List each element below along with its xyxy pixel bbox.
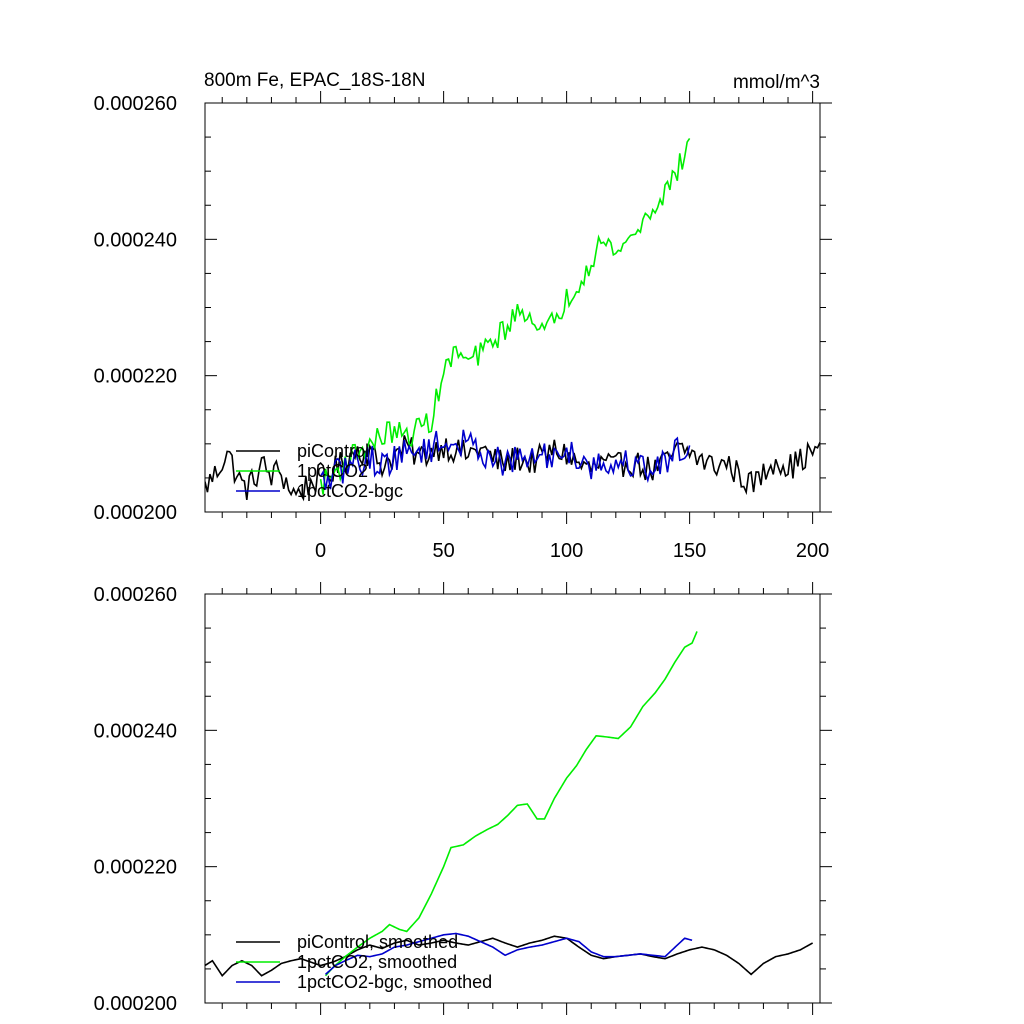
y-tick-label: 0.000240 bbox=[94, 229, 177, 251]
series-line-1pctco2-bgc-smoothed bbox=[325, 932, 693, 975]
y-tick-label: 0.000260 bbox=[94, 584, 177, 606]
legend-label: piControl bbox=[297, 441, 369, 461]
legend-label: piControl, smoothed bbox=[297, 932, 458, 952]
x-tick-label: 200 bbox=[796, 540, 829, 562]
units-label: mmol/m^3 bbox=[733, 72, 820, 93]
y-tick-label: 0.000240 bbox=[94, 720, 177, 742]
panel-bottom: 0.000200 0.000220 0.000240 0.000260 piContro… bbox=[94, 582, 832, 1015]
series-line-picontrol bbox=[205, 435, 820, 502]
legend-label: 1pctCO2 bbox=[297, 461, 368, 481]
x-tick-label: 150 bbox=[673, 540, 706, 562]
y-tick-label: 0.000200 bbox=[94, 993, 177, 1015]
legend-label: 1pctCO2-bgc bbox=[297, 481, 403, 501]
series-line-1pctco2-smoothed bbox=[324, 631, 698, 977]
y-tick-label: 0.000200 bbox=[94, 502, 177, 524]
plot-title: 800m Fe, EPAC_18S-18N bbox=[204, 70, 425, 91]
panel-top: 0 50 100 150 200 0.000200 0.000220 0.000240 0.00… bbox=[94, 91, 832, 562]
series-line-1pctco2 bbox=[319, 138, 691, 495]
legend-label: 1pctCO2, smoothed bbox=[297, 952, 457, 972]
y-tick-label: 0.000220 bbox=[94, 366, 177, 388]
series-line-1pctco2-bgc bbox=[319, 429, 691, 490]
y-tick-label: 0.000260 bbox=[94, 93, 177, 115]
x-tick-label: 50 bbox=[432, 540, 454, 562]
y-tick-label: 0.000220 bbox=[94, 857, 177, 879]
legend-label: 1pctCO2-bgc, smoothed bbox=[297, 972, 492, 992]
x-tick-label: 100 bbox=[550, 540, 583, 562]
x-tick-label: 0 bbox=[315, 540, 326, 562]
series-line-picontrol-smoothed bbox=[205, 935, 814, 978]
